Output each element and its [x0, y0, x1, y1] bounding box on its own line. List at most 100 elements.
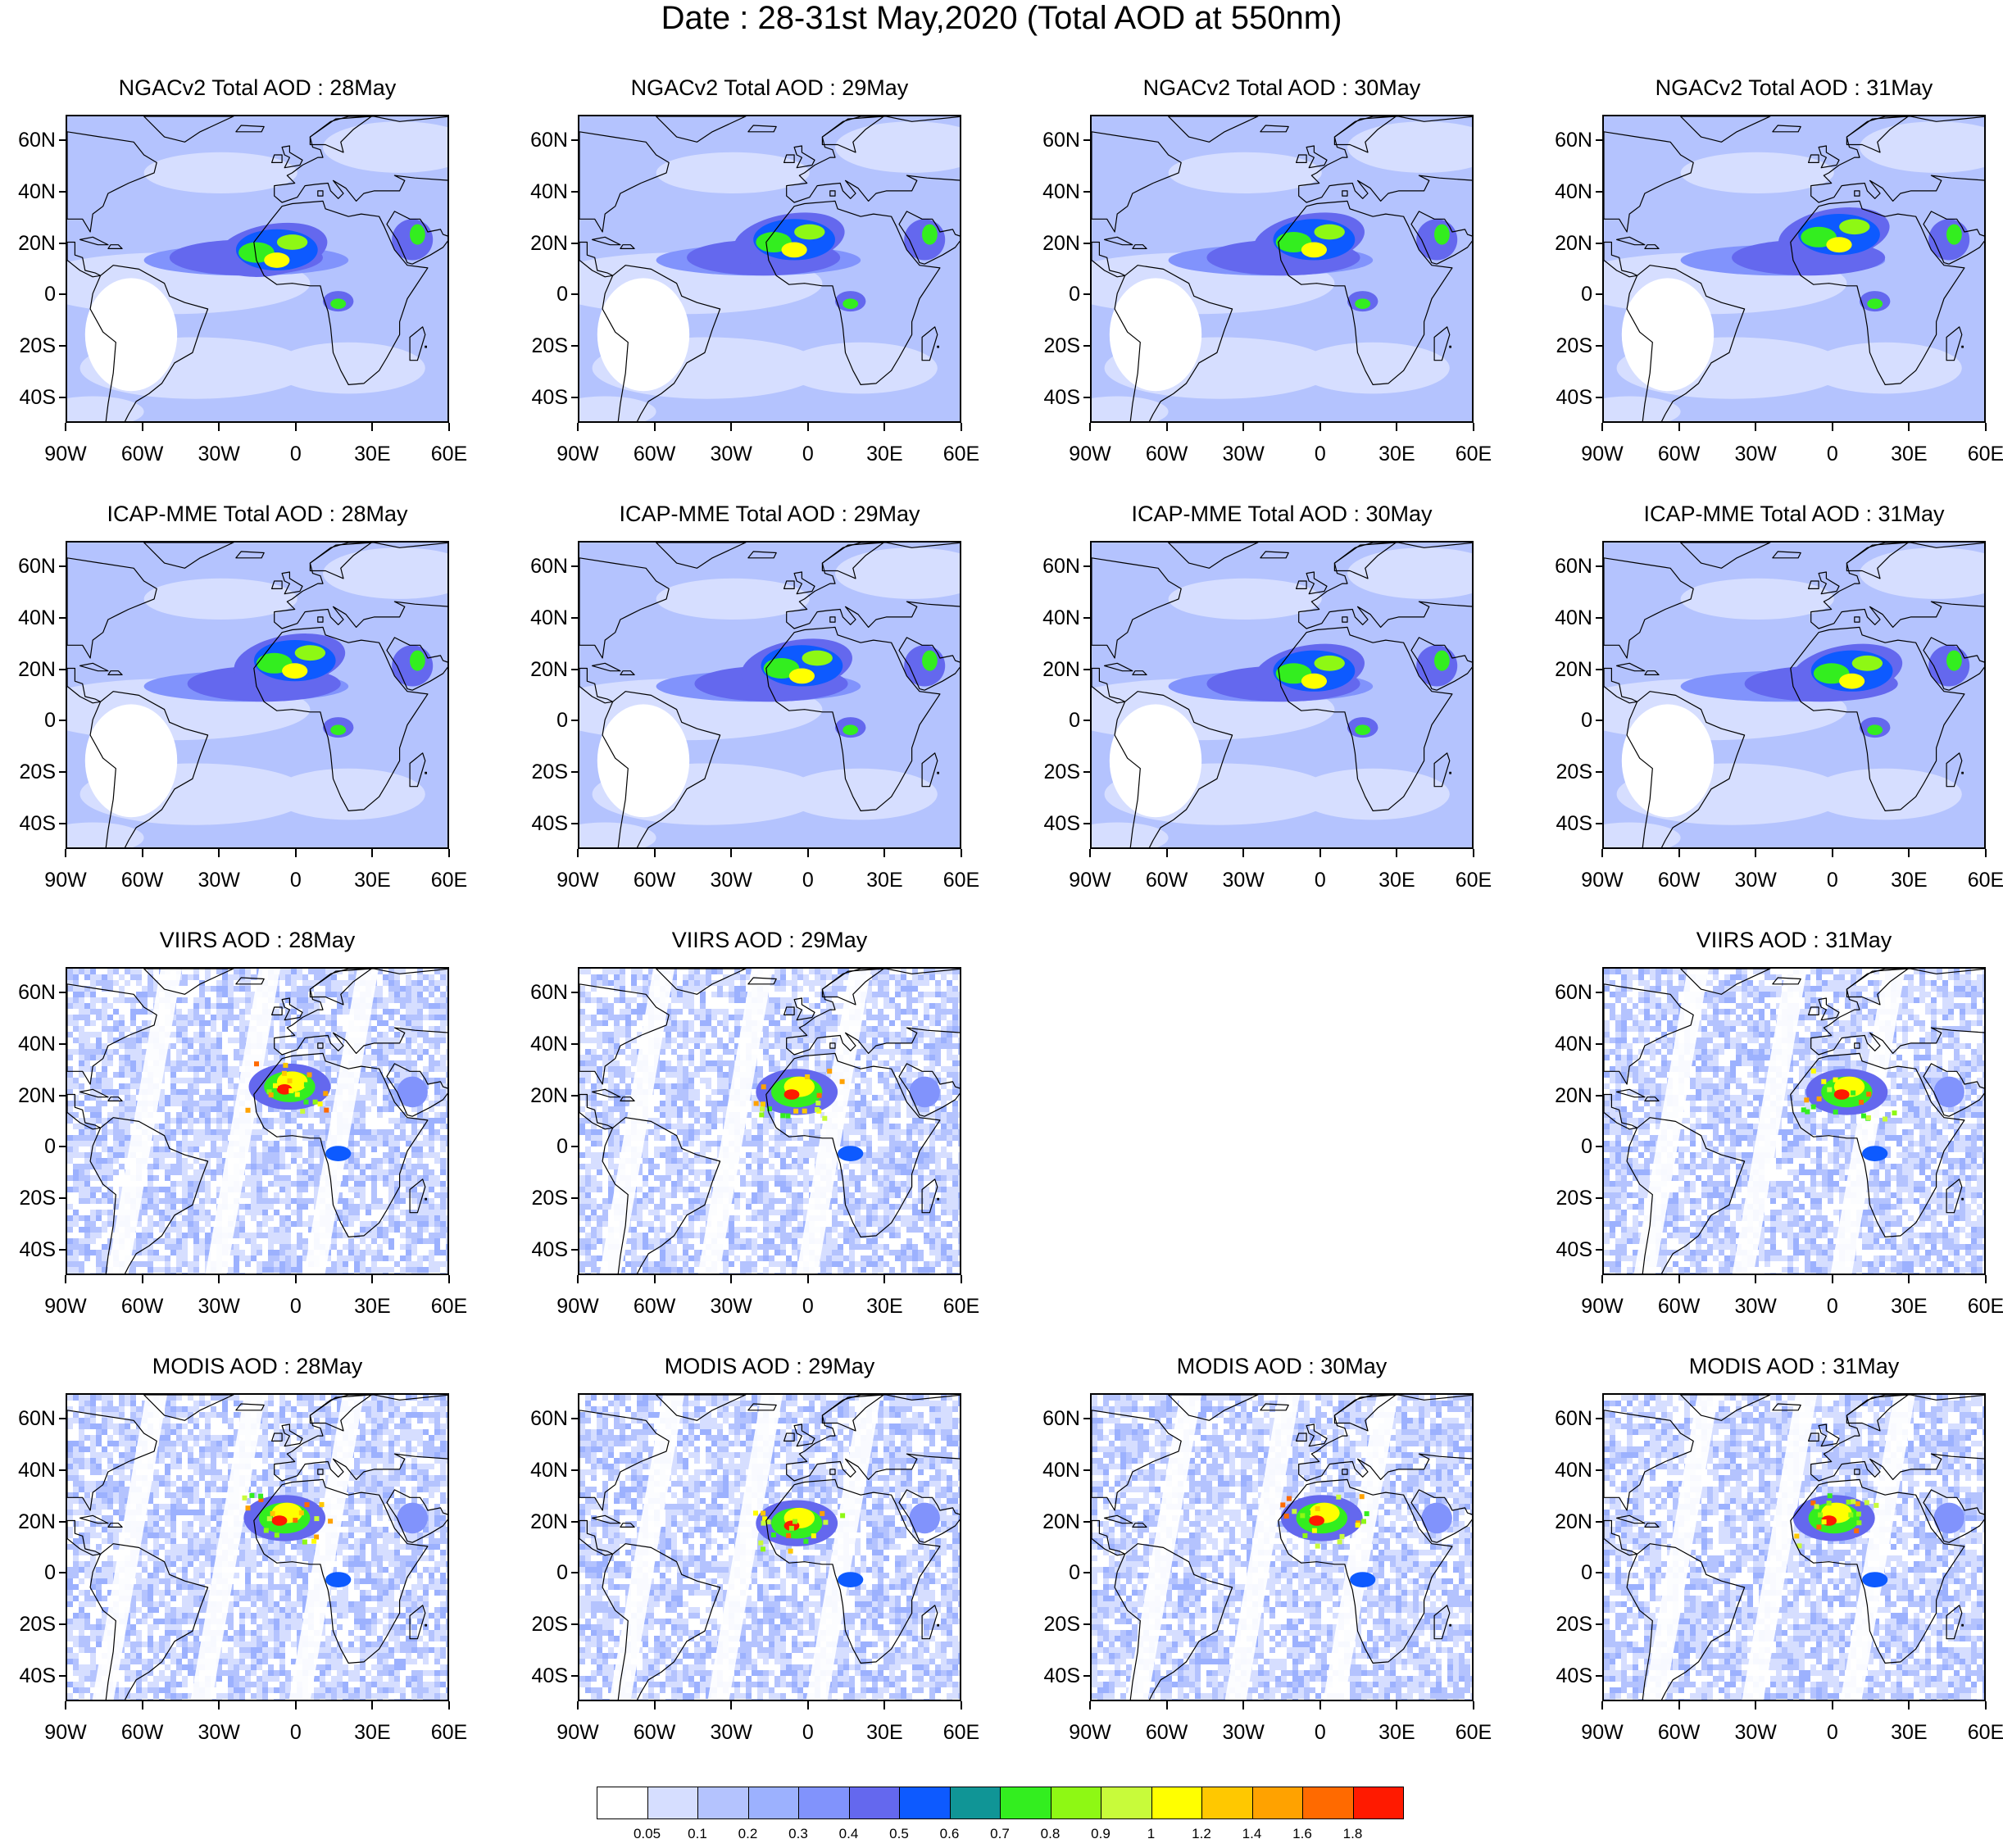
- lat-label: 40S: [531, 1237, 568, 1261]
- lat-tick: [59, 771, 66, 773]
- lon-label: 60E: [942, 1721, 980, 1744]
- colorbar-label: 0.3: [788, 1826, 808, 1841]
- lat-label: 40N: [530, 180, 568, 203]
- lat-label: 40S: [1043, 385, 1080, 409]
- aod-map: [1090, 115, 1474, 423]
- lon-label: 30W: [1222, 869, 1265, 892]
- lat-label: 0: [1581, 709, 1592, 733]
- lon-tick: [1319, 1701, 1321, 1710]
- lon-label: 0: [802, 1295, 814, 1318]
- lon-label: 60W: [633, 1295, 676, 1318]
- panel-title: ICAP-MME Total AOD : 29May: [619, 502, 920, 526]
- lon-label: 30W: [710, 1295, 752, 1318]
- lat-label: 40N: [1042, 606, 1080, 629]
- aod-field: [579, 543, 960, 847]
- lon-tick: [961, 1275, 962, 1283]
- lat-label: 60N: [18, 981, 56, 1005]
- lat-label: 20N: [18, 1083, 56, 1107]
- lat-label: 20S: [19, 1613, 56, 1636]
- lon-label: 60E: [1455, 869, 1492, 892]
- lon-label: 0: [289, 443, 302, 465]
- lon-label: 90W: [1069, 443, 1111, 465]
- colorbar-label: 0.9: [1091, 1826, 1111, 1841]
- colorbar-swatch: [1000, 1787, 1051, 1819]
- lat-label: 60N: [1042, 555, 1080, 579]
- lon-tick: [1831, 1275, 1833, 1283]
- lat-label: 40S: [1556, 1237, 1592, 1261]
- colorbar-label: 0.1: [688, 1826, 707, 1841]
- lat-label: 20N: [1555, 657, 1592, 681]
- lon-label: 60E: [942, 869, 980, 892]
- aod-field: [1604, 543, 1984, 847]
- lat-tick: [1596, 1197, 1602, 1199]
- lon-label: 30E: [1891, 443, 1928, 465]
- lon-tick: [218, 1701, 220, 1710]
- lat-label: 20S: [1556, 761, 1592, 783]
- lat-tick: [1083, 396, 1090, 398]
- lat-tick: [571, 1094, 578, 1097]
- lat-tick: [59, 1623, 66, 1625]
- lon-tick: [883, 849, 886, 857]
- lon-label: 0: [1826, 869, 1838, 892]
- lat-tick: [1083, 617, 1090, 619]
- lon-tick: [1908, 423, 1910, 431]
- lon-tick: [577, 1275, 579, 1283]
- lon-label: 60E: [942, 1295, 980, 1318]
- lat-label: 60N: [1555, 129, 1592, 152]
- lat-label: 40N: [530, 1033, 568, 1056]
- lat-tick: [1596, 617, 1602, 619]
- aod-field: [67, 543, 447, 847]
- lon-label: 90W: [1069, 1721, 1111, 1744]
- lat-tick: [59, 345, 66, 347]
- aod-map: [66, 115, 449, 423]
- lat-label: 60N: [1555, 1407, 1592, 1431]
- lat-tick: [571, 242, 578, 244]
- lon-tick: [730, 1275, 733, 1283]
- colorbar-swatch: [697, 1787, 749, 1819]
- lon-label: 90W: [1581, 1721, 1624, 1744]
- lon-label: 30W: [1222, 443, 1265, 465]
- lat-tick: [1596, 191, 1602, 193]
- panel-title: ICAP-MME Total AOD : 30May: [1131, 502, 1433, 526]
- lat-label: 20N: [1555, 1083, 1592, 1107]
- lat-tick: [1596, 1674, 1602, 1677]
- lon-label: 60W: [1657, 443, 1701, 465]
- lat-label: 40S: [531, 811, 568, 835]
- aod-field: [579, 1395, 960, 1700]
- figure-title: Date : 28-31st May,2020 (Total AOD at 55…: [661, 0, 1342, 36]
- lon-label: 60W: [1145, 443, 1188, 465]
- lon-tick: [1678, 849, 1680, 857]
- lon-tick: [218, 1275, 220, 1283]
- lat-tick: [571, 139, 578, 142]
- lat-label: 20N: [18, 657, 56, 681]
- lat-tick: [59, 1146, 66, 1148]
- lat-tick: [571, 1146, 578, 1148]
- lat-label: 40N: [530, 606, 568, 629]
- lat-tick: [59, 668, 66, 670]
- lat-label: 60N: [18, 129, 56, 152]
- lon-tick: [1678, 1701, 1680, 1710]
- lat-tick: [59, 1469, 66, 1471]
- lat-tick: [1596, 1418, 1602, 1420]
- colorbar-label: 0.8: [1040, 1826, 1061, 1841]
- lon-label: 60E: [430, 1721, 468, 1744]
- lon-label: 30W: [710, 1721, 752, 1744]
- aod-map: [578, 967, 961, 1275]
- lon-tick: [1601, 1701, 1603, 1710]
- aod-field: [1092, 543, 1472, 847]
- lat-tick: [1083, 720, 1090, 722]
- lon-label: 60E: [1455, 1721, 1492, 1744]
- panel-title: VIIRS AOD : 29May: [671, 928, 868, 952]
- lat-label: 60N: [530, 555, 568, 579]
- lat-label: 0: [556, 1561, 568, 1585]
- lat-tick: [571, 565, 578, 568]
- lon-tick: [65, 1275, 66, 1283]
- aod-map: [1090, 1393, 1474, 1701]
- aod-map: [66, 1393, 449, 1701]
- lat-tick: [59, 139, 66, 142]
- lat-tick: [59, 242, 66, 244]
- lat-tick: [571, 1469, 578, 1471]
- lat-tick: [1596, 345, 1602, 347]
- colorbar-swatch: [747, 1787, 799, 1819]
- lon-label: 90W: [556, 869, 599, 892]
